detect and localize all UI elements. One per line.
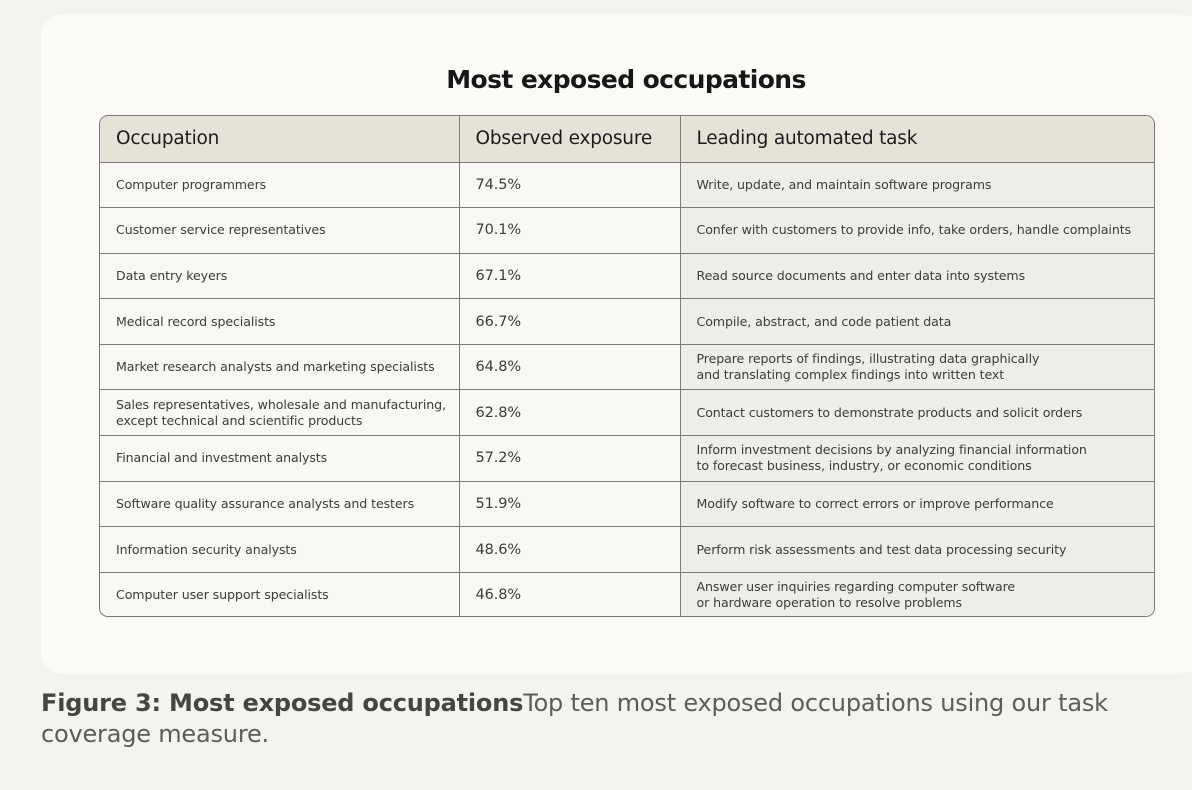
task-cell: Inform investment decisions by analyzing… (680, 435, 1154, 482)
exposure-cell: 62.8% (459, 389, 681, 437)
occupation-cell: Data entry keyers (100, 253, 460, 300)
figure-caption: Figure 3: Most exposed occupationsTop te… (41, 688, 1161, 750)
exposure-table-container: Occupation Observed exposure Leading aut… (99, 115, 1155, 617)
exposure-cell: 46.8% (459, 572, 681, 616)
table-row: Information security analysts 48.6% Perf… (100, 526, 1154, 573)
occupation-cell: Financial and investment analysts (100, 435, 460, 482)
header-occupation: Occupation (100, 116, 460, 163)
exposure-cell: 67.1% (459, 253, 681, 300)
task-cell: Prepare reports of findings, illustratin… (680, 344, 1154, 391)
occupation-cell: Customer service representatives (100, 207, 460, 254)
occupation-cell: Computer programmers (100, 162, 460, 209)
occupation-cell: Medical record specialists (100, 298, 460, 345)
exposure-cell: 74.5% (459, 162, 681, 209)
occupation-cell: Sales representatives, wholesale and man… (100, 389, 460, 437)
exposure-cell: 64.8% (459, 344, 681, 391)
table-row: Market research analysts and marketing s… (100, 344, 1154, 391)
task-cell: Read source documents and enter data int… (680, 253, 1154, 300)
occupation-cell: Software quality assurance analysts and … (100, 481, 460, 528)
task-cell: Write, update, and maintain software pro… (680, 162, 1154, 209)
occupation-cell: Information security analysts (100, 526, 460, 573)
header-leading-automated-task: Leading automated task (680, 116, 1154, 163)
table-row: Computer user support specialists 46.8% … (100, 572, 1154, 616)
occupation-cell: Market research analysts and marketing s… (100, 344, 460, 391)
table-row: Software quality assurance analysts and … (100, 481, 1154, 528)
task-cell: Compile, abstract, and code patient data (680, 298, 1154, 345)
exposure-cell: 51.9% (459, 481, 681, 528)
task-cell: Modify software to correct errors or imp… (680, 481, 1154, 528)
table-row: Computer programmers 74.5% Write, update… (100, 162, 1154, 209)
exposure-table: Occupation Observed exposure Leading aut… (100, 116, 1154, 616)
exposure-cell: 57.2% (459, 435, 681, 482)
table-row: Customer service representatives 70.1% C… (100, 207, 1154, 254)
header-observed-exposure: Observed exposure (459, 116, 681, 163)
task-cell: Confer with customers to provide info, t… (680, 207, 1154, 254)
table-row: Data entry keyers 67.1% Read source docu… (100, 253, 1154, 300)
exposure-cell: 70.1% (459, 207, 681, 254)
exposure-cell: 66.7% (459, 298, 681, 345)
task-cell: Perform risk assessments and test data p… (680, 526, 1154, 573)
task-cell: Answer user inquiries regarding computer… (680, 572, 1154, 616)
table-row: Medical record specialists 66.7% Compile… (100, 298, 1154, 345)
table-title: Most exposed occupations (446, 65, 806, 94)
table-header-row: Occupation Observed exposure Leading aut… (100, 116, 1154, 163)
task-cell: Contact customers to demonstrate product… (680, 389, 1154, 437)
caption-text: Top ten most exposed occupations using o… (41, 689, 1108, 748)
table-row: Sales representatives, wholesale and man… (100, 389, 1154, 437)
exposure-cell: 48.6% (459, 526, 681, 573)
caption-label: Figure 3: Most exposed occupations (41, 689, 524, 717)
table-row: Financial and investment analysts 57.2% … (100, 435, 1154, 482)
figure-card: Most exposed occupations Occupation Obse… (41, 14, 1192, 674)
occupation-cell: Computer user support specialists (100, 572, 460, 616)
